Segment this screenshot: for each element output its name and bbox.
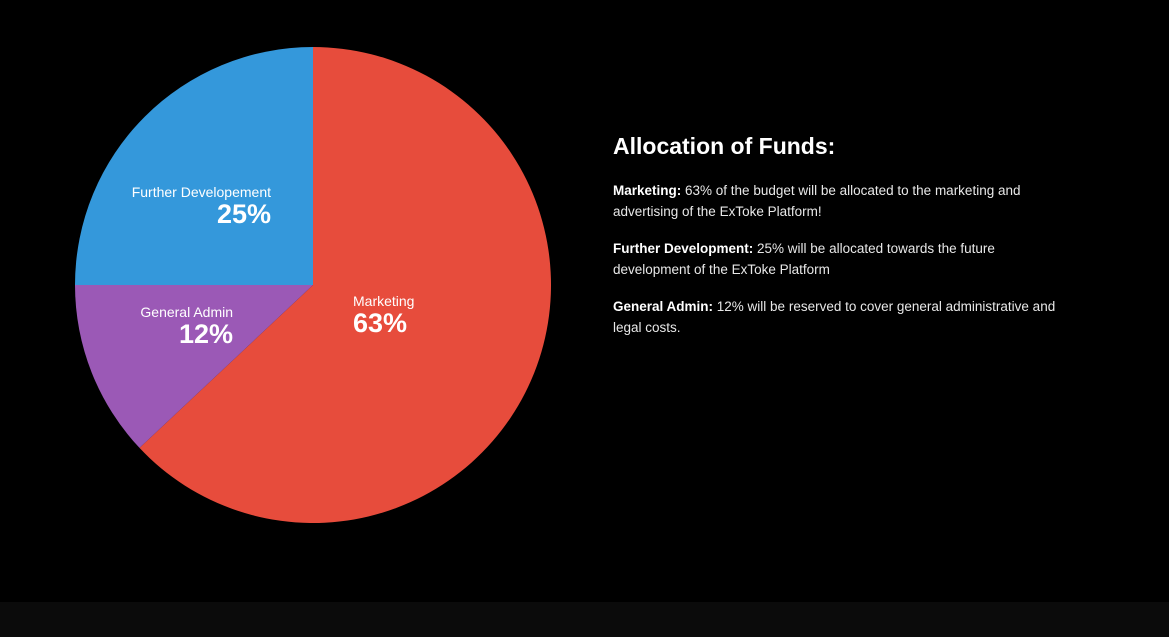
slice-percent-label: 25% (217, 199, 271, 229)
info-item-further-development: Further Development: 25% will be allocat… (613, 238, 1073, 280)
info-title: Allocation of Funds: (613, 133, 836, 159)
allocation-info: Allocation of Funds: Marketing: 63% of t… (613, 130, 1073, 354)
info-item-text: 63% of the budget will be allocated to t… (613, 183, 1021, 219)
slice-percent-label: 63% (353, 308, 407, 338)
slice-name-label: Further Developement (132, 184, 271, 200)
info-item-label: General Admin: (613, 299, 714, 314)
pie-slices (75, 47, 552, 523)
info-item-marketing: Marketing: 63% of the budget will be all… (613, 180, 1073, 222)
info-item-text: 12% will be reserved to cover general ad… (613, 299, 1056, 335)
info-item-label: Marketing: (613, 183, 682, 198)
slice-name-label: General Admin (140, 304, 233, 320)
info-item-text: 25% will be allocated towards the future… (613, 241, 995, 277)
slice-name-label: Marketing (353, 293, 414, 309)
info-item-label: Further Development: (613, 241, 754, 256)
slice-percent-label: 12% (179, 319, 233, 349)
pie-slice-further-developement (75, 47, 313, 285)
pie-slice-marketing (139, 47, 552, 523)
info-item-general-admin: General Admin: 12% will be reserved to c… (613, 296, 1073, 338)
footer-strip (0, 602, 1169, 637)
pie-slice-general-admin (75, 285, 313, 448)
